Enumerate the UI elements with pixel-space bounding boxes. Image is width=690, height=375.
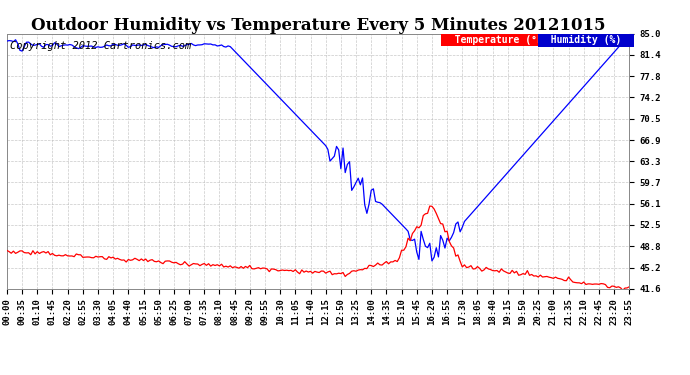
Title: Outdoor Humidity vs Temperature Every 5 Minutes 20121015: Outdoor Humidity vs Temperature Every 5 … xyxy=(31,16,605,34)
Text: Temperature (°F): Temperature (°F) xyxy=(442,35,560,45)
Text: Humidity (%): Humidity (%) xyxy=(539,35,633,45)
Text: Copyright 2012 Cartronics.com: Copyright 2012 Cartronics.com xyxy=(10,41,191,51)
